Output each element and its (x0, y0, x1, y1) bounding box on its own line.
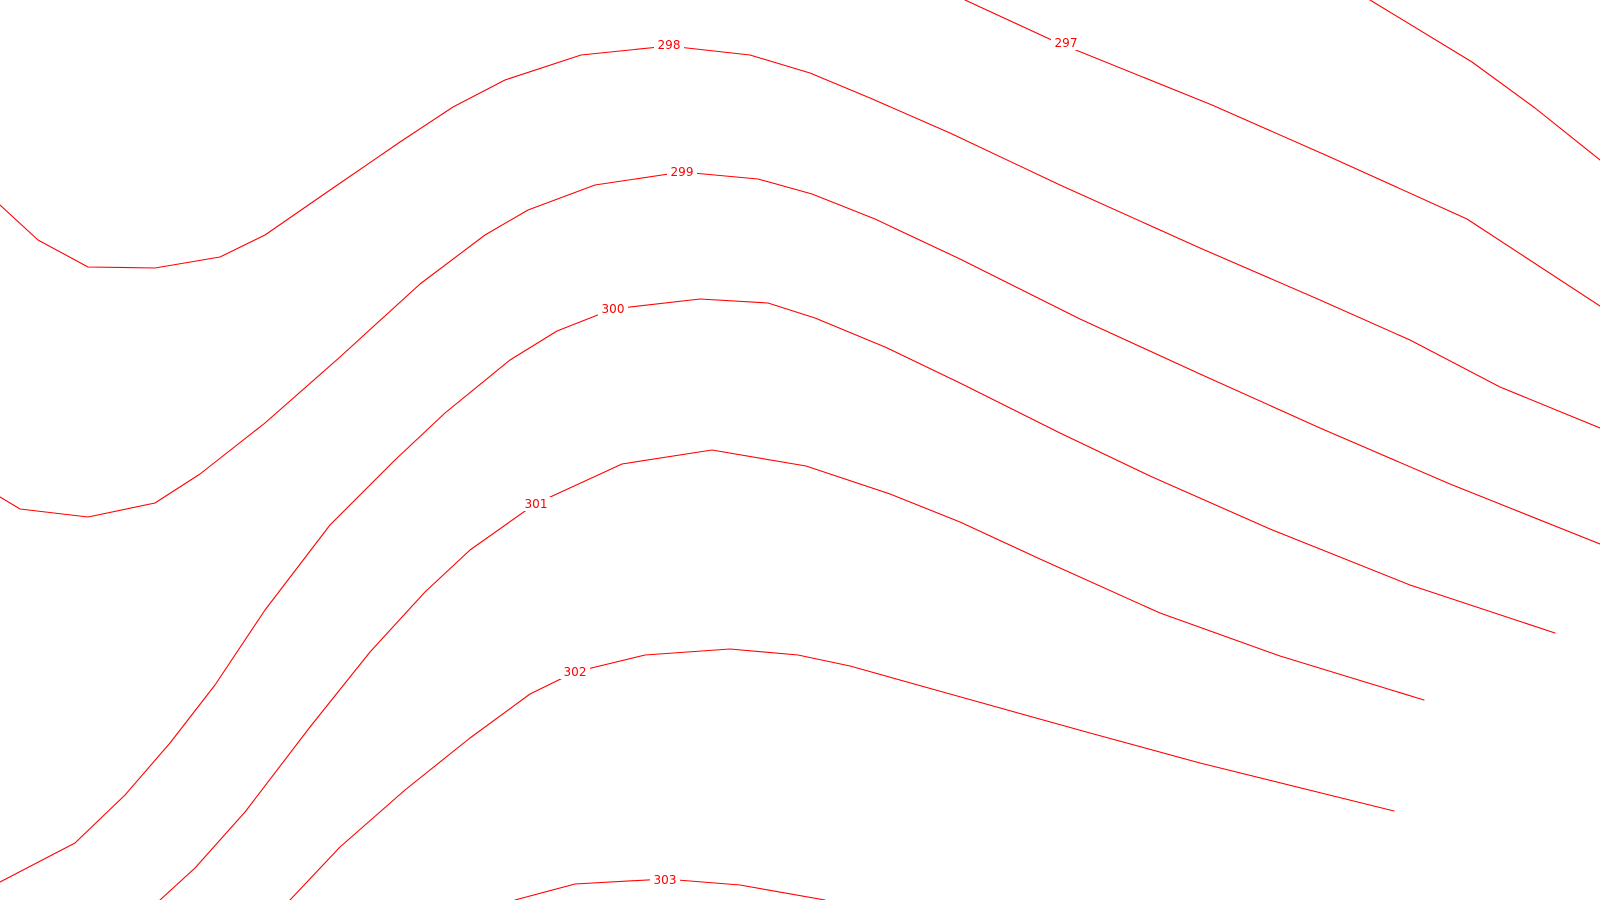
contour-label-301-bg (521, 497, 551, 511)
contour-label-298-group: 298 (654, 38, 684, 52)
contour-label-303: 303 (654, 873, 677, 887)
contour-label-298-bg (654, 38, 684, 52)
contour-label-300: 300 (602, 302, 625, 316)
contour-label-297: 297 (1055, 36, 1078, 50)
contour-line-302 (289, 648, 1395, 900)
contour-label-300-group: 300 (598, 302, 628, 316)
contour-line-298 (0, 45, 1600, 429)
contour-label-299: 299 (671, 165, 694, 179)
contour-label-302: 302 (564, 665, 587, 679)
contour-label-301: 301 (525, 497, 548, 511)
contour-line-301 (159, 449, 1425, 900)
contour-label-299-bg (667, 165, 697, 179)
contour-label-297-bg (1051, 36, 1081, 50)
contour-label-298: 298 (658, 38, 681, 52)
contour-line-unlabeled-right (1369, 0, 1600, 161)
contour-label-302-group: 302 (560, 665, 590, 679)
contour-label-302-bg (560, 665, 590, 679)
contour-label-301-group: 301 (521, 497, 551, 511)
contour-label-300-bg (598, 302, 628, 316)
contour-label-297-group: 297 (1051, 36, 1081, 50)
contour-line-300 (0, 298, 1556, 883)
contour-line-299 (0, 171, 1600, 545)
contour-label-299-group: 299 (667, 165, 697, 179)
contour-label-303-group: 303 (650, 873, 680, 887)
contour-label-303-bg (650, 873, 680, 887)
contour-line-297 (964, 0, 1600, 307)
